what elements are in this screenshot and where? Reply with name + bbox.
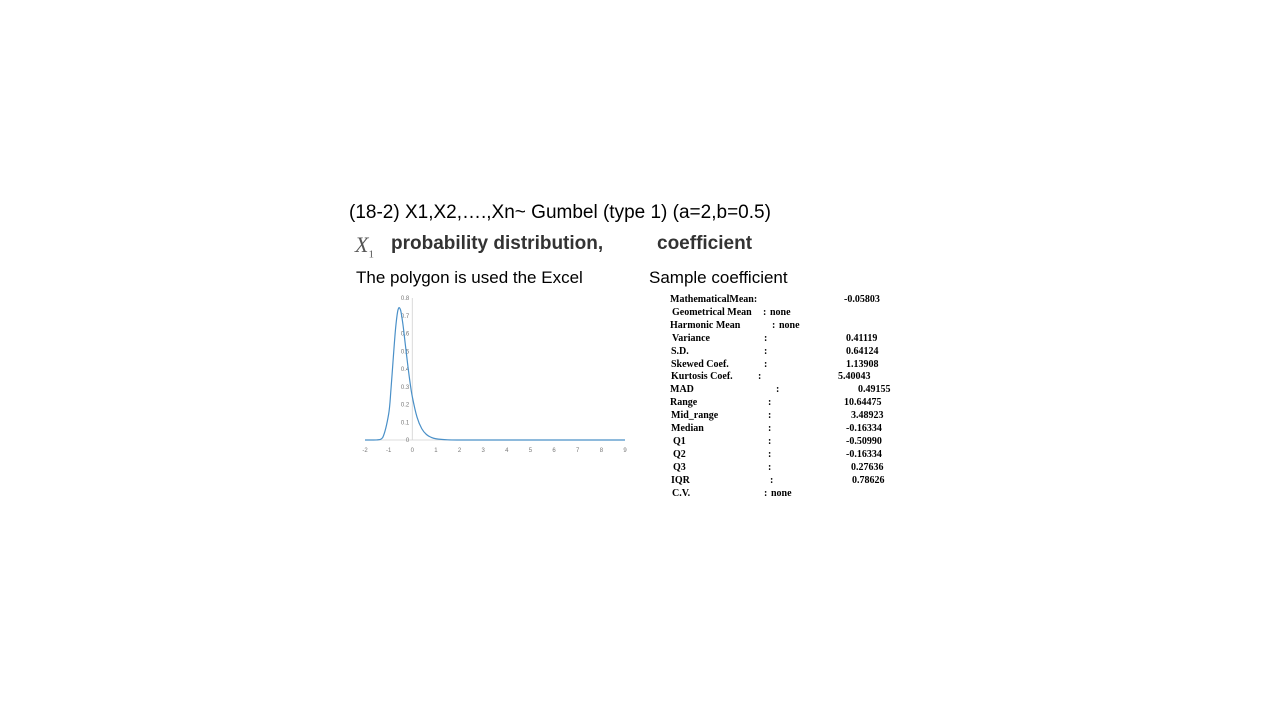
x-tick-label: -1 (386, 448, 392, 454)
y-tick-label: 0.4 (401, 367, 410, 373)
x-tick-label: 7 (576, 448, 580, 454)
stat-value: -0.16334 (846, 423, 882, 434)
stat-value: 0.64124 (846, 345, 879, 357)
stat-label: Skewed Coef. (671, 358, 729, 370)
polygon-label: The polygon is used the Excel (356, 268, 583, 287)
stat-separator: : (768, 410, 772, 422)
stat-separator: : (764, 358, 768, 370)
x-tick-label: 4 (505, 448, 509, 454)
stat-value: -0.50990 (846, 435, 882, 447)
stat-value: 0.41119 (846, 332, 878, 344)
stat-value: 10.64475 (844, 397, 882, 409)
y-tick-label: 0.5 (401, 349, 410, 355)
stat-value: 0.27636 (851, 461, 884, 473)
stat-value: 3.48923 (851, 410, 884, 422)
x-tick-label: 2 (458, 448, 462, 454)
stat-separator: : (768, 423, 772, 434)
y-tick-label: 0.1 (401, 420, 410, 426)
stat-label: Range (670, 397, 698, 409)
slide-title: (18-2) X1,X2,….,Xn~ Gumbel (type 1) (a=2… (349, 202, 771, 223)
x-tick-label: 0 (411, 448, 415, 454)
x1-symbol-letter: X (355, 232, 369, 257)
slide-subtitle: probability distribution, (391, 233, 604, 254)
y-tick-label: 0.6 (401, 332, 410, 338)
stat-separator: : (770, 474, 774, 486)
x-tick-label: 3 (482, 448, 486, 454)
x-tick-label: 1 (434, 448, 438, 454)
sample-coefficient-label: Sample coefficient (649, 268, 788, 287)
stat-label: MAD (670, 384, 694, 396)
stat-separator: : (768, 461, 772, 473)
stat-separator: : (764, 487, 768, 499)
stat-label: C.V. (672, 487, 691, 499)
stat-label: Q3 (673, 461, 686, 473)
y-tick-label: 0.3 (401, 385, 410, 391)
distribution-chart: -2 -1 0 1 2 3 4 5 6 7 8 9 0 0.1 0.2 0.3 0.4 0.5 0.6 0.7 0.8 (362, 296, 627, 454)
x1-symbol: X1 (355, 232, 374, 260)
stat-value: none (770, 306, 791, 318)
density-line (364, 307, 625, 441)
stat-label: MathematicalMean: (670, 294, 758, 305)
stat-separator: : (768, 435, 772, 447)
stat-separator: : (763, 306, 767, 318)
stat-value: 0.49155 (858, 384, 891, 396)
stat-value: -0.16334 (846, 448, 882, 460)
y-tick-label: 0.8 (401, 296, 410, 302)
stat-value: 0.78626 (852, 474, 885, 486)
y-tick-label: 0.2 (401, 403, 410, 409)
stat-label: Median (671, 423, 704, 434)
stat-separator: : (764, 345, 768, 357)
stat-label: Kurtosis Coef. (671, 371, 733, 383)
stat-value: none (771, 487, 792, 499)
stat-label: Q1 (673, 435, 686, 447)
slide-subtitle-coefficient: coefficient (657, 233, 753, 254)
stat-label: Mid_range (671, 410, 719, 422)
stat-separator: : (768, 448, 772, 460)
stat-value: none (779, 319, 800, 331)
stat-label: Variance (672, 332, 710, 344)
stat-value: -0.05803 (844, 294, 880, 305)
stat-label: Q2 (673, 448, 686, 460)
stat-separator: : (764, 332, 768, 344)
chart-ticks: -2 -1 0 1 2 3 4 5 6 7 8 9 0 0.1 0.2 0.3 0.4 0.5 0.6 0.7 0.8 (362, 296, 627, 454)
stat-label: Harmonic Mean (670, 319, 741, 331)
stat-value: 1.13908 (846, 358, 879, 370)
y-tick-label: 0 (406, 438, 410, 444)
stat-separator: : (772, 319, 776, 331)
stat-value: 5.40043 (838, 371, 871, 383)
stat-label: Geometrical Mean (672, 306, 752, 318)
x-tick-label: 9 (623, 448, 627, 454)
x-tick-label: -2 (362, 448, 368, 454)
stat-separator: : (768, 397, 772, 409)
stat-separator: : (776, 384, 780, 396)
stat-label: S.D. (671, 345, 689, 357)
stat-label: IQR (671, 474, 690, 486)
stat-separator: : (758, 371, 762, 383)
x-tick-label: 6 (552, 448, 556, 454)
y-tick-label: 0.7 (401, 314, 410, 320)
x-tick-label: 5 (529, 448, 533, 454)
x-tick-label: 8 (600, 448, 604, 454)
x1-symbol-subscript: 1 (368, 248, 374, 261)
